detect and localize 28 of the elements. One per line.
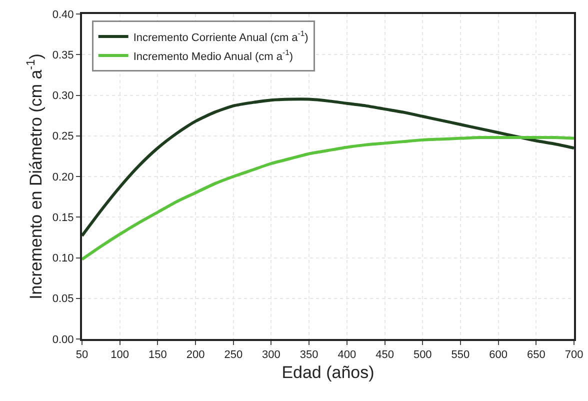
x-tick-label: 100 <box>110 349 130 362</box>
y-tick-label: 0.30 <box>52 90 74 102</box>
x-tick-label: 600 <box>489 349 508 362</box>
x-tick-label: 500 <box>413 349 432 362</box>
y-tick-label: 0.10 <box>52 252 74 265</box>
x-tick-label: 300 <box>262 349 280 362</box>
legend-label: Incremento Corriente Anual (cm a$^{-1}$) <box>133 29 308 44</box>
y-tick-label: 0.40 <box>52 8 74 21</box>
line-series <box>82 136 574 261</box>
x-tick-label: 200 <box>186 349 205 362</box>
x-tick-label: 250 <box>224 349 243 362</box>
line-series <box>82 98 574 238</box>
y-tick-label: 0.25 <box>52 130 74 143</box>
x-tick-label: 400 <box>338 349 356 362</box>
y-tick-label: 0.15 <box>52 212 74 224</box>
x-tick-label: 350 <box>300 349 318 362</box>
x-tick-label: 550 <box>451 349 470 362</box>
x-tick-label: 650 <box>526 349 546 362</box>
x-tick-label: 700 <box>564 349 584 362</box>
y-tick-label: 0.20 <box>52 171 74 184</box>
legend-label: Incremento Medio Anual (cm a$^{-1}$) <box>133 48 294 63</box>
y-tick-label: 0.35 <box>52 49 74 62</box>
x-tick-label: 450 <box>376 349 394 362</box>
x-tick-label: 150 <box>148 349 167 362</box>
x-tick-label: 50 <box>76 349 88 362</box>
y-tick-label: 0.00 <box>52 334 74 346</box>
y-tick-label: 0.05 <box>52 293 74 306</box>
x-axis-title: Edad (años) <box>282 363 374 382</box>
